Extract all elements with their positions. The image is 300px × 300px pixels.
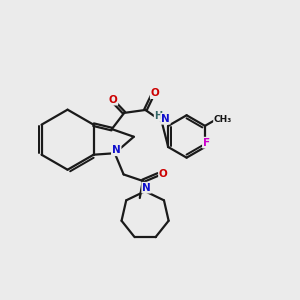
Text: N: N	[142, 183, 151, 193]
Text: N: N	[112, 145, 121, 155]
Text: F: F	[203, 138, 210, 148]
Text: O: O	[109, 95, 117, 105]
Text: H: H	[154, 111, 163, 121]
Text: O: O	[159, 169, 168, 179]
Text: N: N	[161, 114, 170, 124]
Text: O: O	[151, 88, 160, 98]
Text: CH₃: CH₃	[214, 115, 232, 124]
